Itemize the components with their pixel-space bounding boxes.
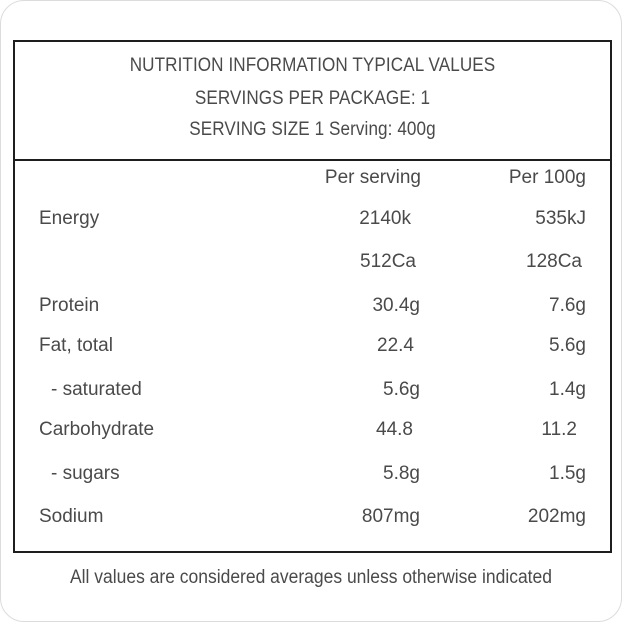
- per-serving-value: 5.8g: [383, 463, 420, 484]
- per-100g-value: 7.6g: [549, 295, 586, 316]
- column-header-row: Per serving Per 100g: [15, 167, 610, 195]
- per-serving-value: 807mg: [361, 506, 420, 527]
- table-row: 512Ca 128Ca: [15, 251, 610, 279]
- nutrient-label: Carbohydrate: [39, 419, 155, 440]
- per-100g-value: 535kJ: [535, 208, 586, 229]
- nutrient-label: - sugars: [51, 463, 120, 484]
- table-row: Carbohydrate 44.8 11.2: [15, 419, 610, 447]
- table-row: Protein 30.4g 7.6g: [15, 295, 610, 323]
- per-serving-value: 44.8: [376, 419, 413, 440]
- per-100g-value: 1.4g: [549, 379, 586, 400]
- per-100g-value: 1.5g: [549, 463, 586, 484]
- nutrient-label: Fat, total: [39, 335, 113, 356]
- footer-note: All values are considered averages unles…: [70, 567, 552, 588]
- nutrient-label: Energy: [39, 208, 100, 229]
- per-100g-value: 202mg: [527, 506, 586, 527]
- per-serving-value: 5.6g: [383, 379, 420, 400]
- table-row: Fat, total 22.4 5.6g: [15, 335, 610, 363]
- table-row: - saturated 5.6g 1.4g: [15, 379, 610, 407]
- servings-per-package: SERVINGS PER PACKAGE: 1: [194, 88, 431, 109]
- table-row: Energy 2140k 535kJ: [15, 208, 610, 236]
- per-serving-value: 2140k: [359, 208, 411, 229]
- nutrient-label: Protein: [39, 295, 100, 316]
- per-serving-value: 512Ca: [360, 251, 416, 272]
- nutrient-label: - saturated: [51, 379, 142, 400]
- nutrition-header: NUTRITION INFORMATION TYPICAL VALUES SER…: [15, 42, 610, 161]
- per-100g-value: 11.2: [541, 419, 577, 440]
- nutrient-label: Sodium: [39, 506, 104, 527]
- per-100g-value: 128Ca: [526, 251, 582, 272]
- table-row: - sugars 5.8g 1.5g: [15, 463, 610, 491]
- per-100g-value: 5.6g: [549, 335, 586, 356]
- header-title: NUTRITION INFORMATION TYPICAL VALUES: [129, 55, 496, 76]
- column-header-per-serving: Per serving: [324, 167, 421, 188]
- nutrition-panel: NUTRITION INFORMATION TYPICAL VALUES SER…: [13, 40, 612, 553]
- table-row: Sodium 807mg 202mg: [15, 506, 610, 534]
- per-serving-value: 30.4g: [372, 295, 420, 316]
- column-header-per-100g: Per 100g: [508, 167, 586, 188]
- serving-size: SERVING SIZE 1 Serving: 400g: [189, 119, 436, 140]
- per-serving-value: 22.4: [377, 335, 414, 356]
